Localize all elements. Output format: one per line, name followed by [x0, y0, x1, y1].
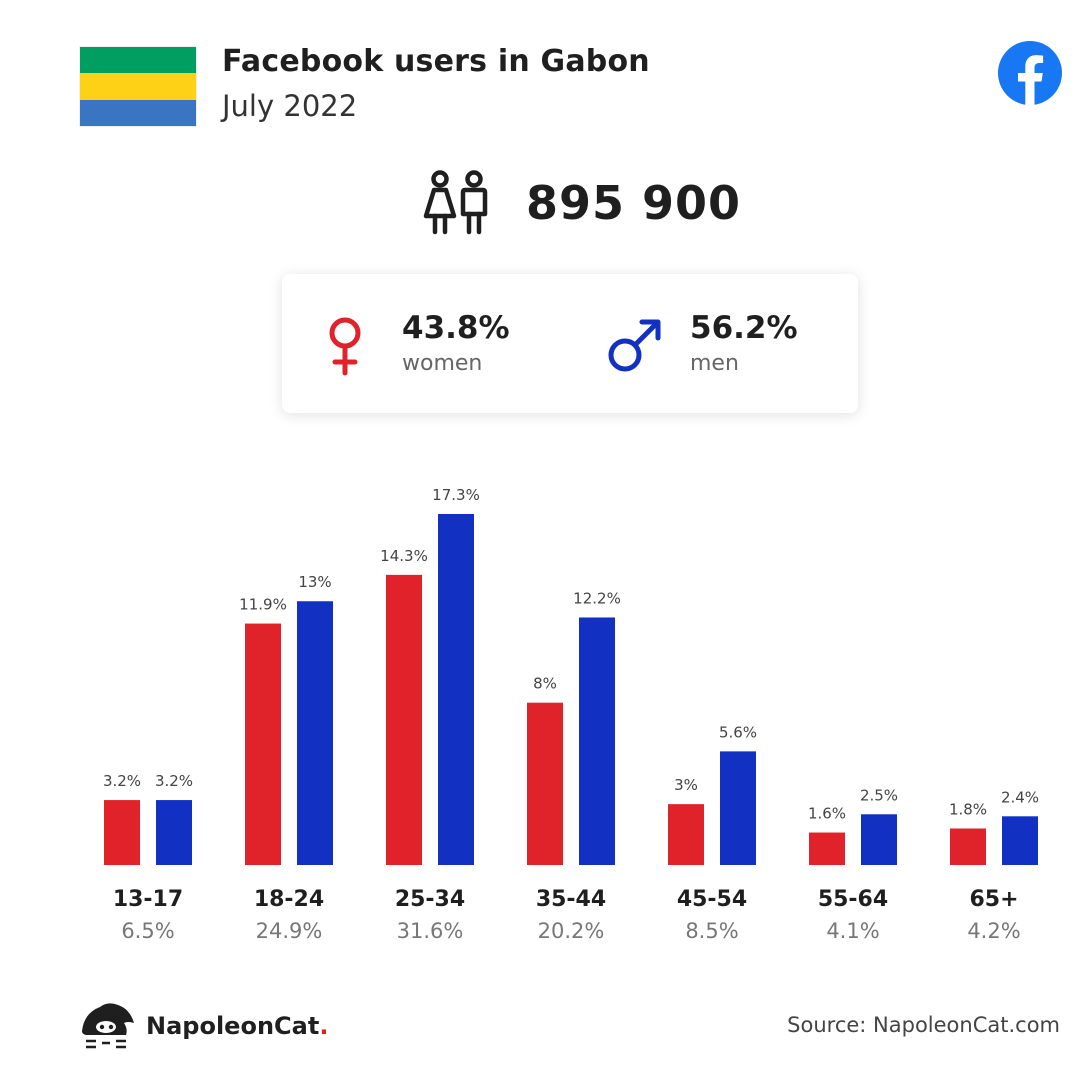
- bar-value-men-35-44: 12.2%: [573, 589, 621, 607]
- age-group-total: 4.1%: [826, 919, 879, 943]
- men-percent: 56.2%: [690, 310, 798, 346]
- men-label: men: [690, 351, 739, 376]
- bar-women-55-64: [809, 832, 845, 865]
- bar-women-18-24: [245, 623, 281, 865]
- age-gender-bar-chart: 3.2% 3.2% 13-17 6.5% 11.9% 13% 18-24 24.9% 14.3%…: [103, 486, 1039, 943]
- bar-men-45-54: [720, 751, 756, 865]
- age-group-label: 25-34: [395, 887, 465, 912]
- bar-value-women-25-34: 14.3%: [380, 547, 428, 565]
- age-group-total: 4.2%: [967, 919, 1020, 943]
- age-group-label: 18-24: [254, 887, 324, 912]
- napoleoncat-logo-icon: [82, 1003, 134, 1049]
- bar-value-men-25-34: 17.3%: [432, 486, 480, 504]
- age-group-label: 55-64: [818, 887, 888, 912]
- bar-value-women-13-17: 3.2%: [103, 772, 141, 790]
- brand-name: NapoleonCat: [146, 1012, 320, 1040]
- age-group-total: 8.5%: [685, 919, 738, 943]
- page-subtitle: July 2022: [222, 89, 358, 123]
- facebook-logo-icon: [998, 41, 1062, 105]
- brand-dot: .: [319, 1012, 329, 1040]
- age-group-label: 65+: [969, 887, 1018, 912]
- bar-women-65+: [950, 828, 986, 865]
- bar-value-men-65+: 2.4%: [1001, 788, 1039, 806]
- source-credit: Source: NapoleonCat.com: [787, 1013, 1060, 1037]
- bar-women-35-44: [527, 702, 563, 865]
- female-symbol-icon: [329, 317, 361, 376]
- bar-men-25-34: [438, 514, 474, 865]
- male-symbol-icon: [608, 319, 661, 372]
- age-group-label: 13-17: [113, 887, 183, 912]
- age-group-total: 6.5%: [121, 919, 174, 943]
- napoleoncat-brand: NapoleonCat.: [78, 1000, 328, 1052]
- bar-men-65+: [1002, 816, 1038, 865]
- bar-women-13-17: [104, 800, 140, 865]
- bar-value-men-13-17: 3.2%: [155, 772, 193, 790]
- gender-card: 43.8% women 56.2% men: [282, 274, 858, 413]
- bar-value-women-18-24: 11.9%: [239, 596, 287, 614]
- total-users-value: 895 900: [526, 176, 742, 230]
- bar-women-25-34: [386, 574, 422, 865]
- flag-stripe-green: [80, 47, 196, 74]
- bar-value-men-55-64: 2.5%: [860, 786, 898, 804]
- age-group-total: 20.2%: [538, 919, 605, 943]
- people-icon: [423, 170, 488, 235]
- women-label: women: [402, 351, 483, 376]
- bar-value-men-18-24: 13%: [298, 573, 331, 591]
- bar-value-women-65+: 1.8%: [949, 800, 987, 818]
- women-percent: 43.8%: [402, 310, 510, 346]
- age-group-total: 24.9%: [256, 919, 323, 943]
- bar-value-men-45-54: 5.6%: [719, 723, 757, 741]
- page-title: Facebook users in Gabon: [222, 44, 650, 79]
- flag-stripe-yellow: [80, 73, 196, 100]
- age-group-label: 45-54: [677, 887, 747, 912]
- bar-value-women-45-54: 3%: [674, 776, 698, 794]
- bar-men-18-24: [297, 601, 333, 865]
- bar-men-13-17: [156, 800, 192, 865]
- bar-men-35-44: [579, 617, 615, 865]
- bar-men-55-64: [861, 814, 897, 865]
- gabon-flag: [80, 47, 196, 126]
- age-group-label: 35-44: [536, 887, 606, 912]
- bar-value-women-55-64: 1.6%: [808, 805, 846, 823]
- total-users: 895 900: [422, 170, 741, 236]
- flag-stripe-blue: [80, 99, 196, 126]
- bar-value-women-35-44: 8%: [533, 675, 557, 693]
- age-group-total: 31.6%: [397, 919, 464, 943]
- bar-women-45-54: [668, 804, 704, 865]
